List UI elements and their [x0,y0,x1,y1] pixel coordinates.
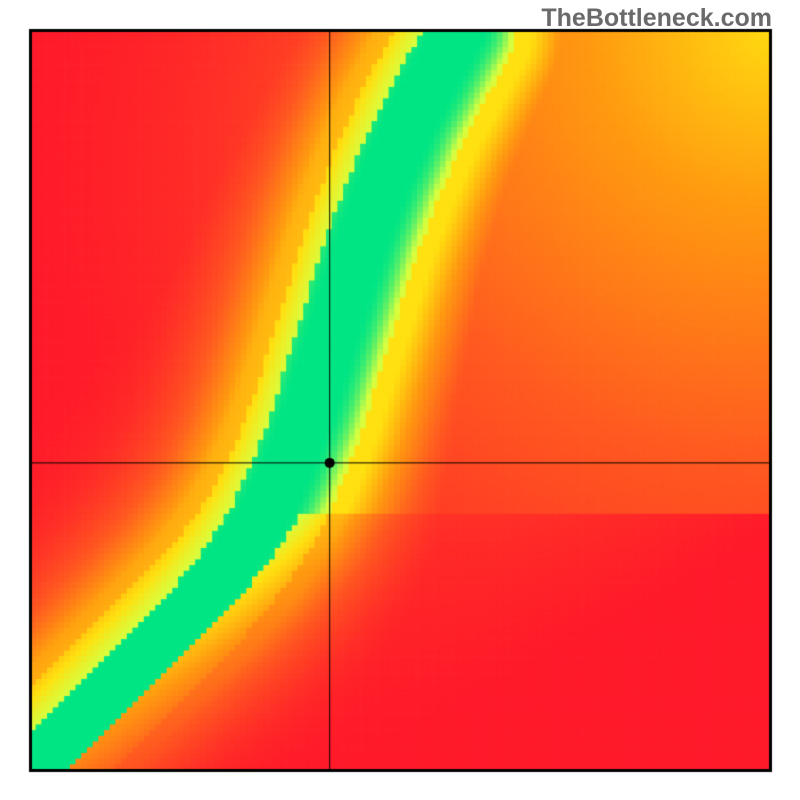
bottleneck-heatmap [0,0,800,800]
watermark-text: TheBottleneck.com [541,4,772,33]
chart-container: TheBottleneck.com [0,0,800,800]
